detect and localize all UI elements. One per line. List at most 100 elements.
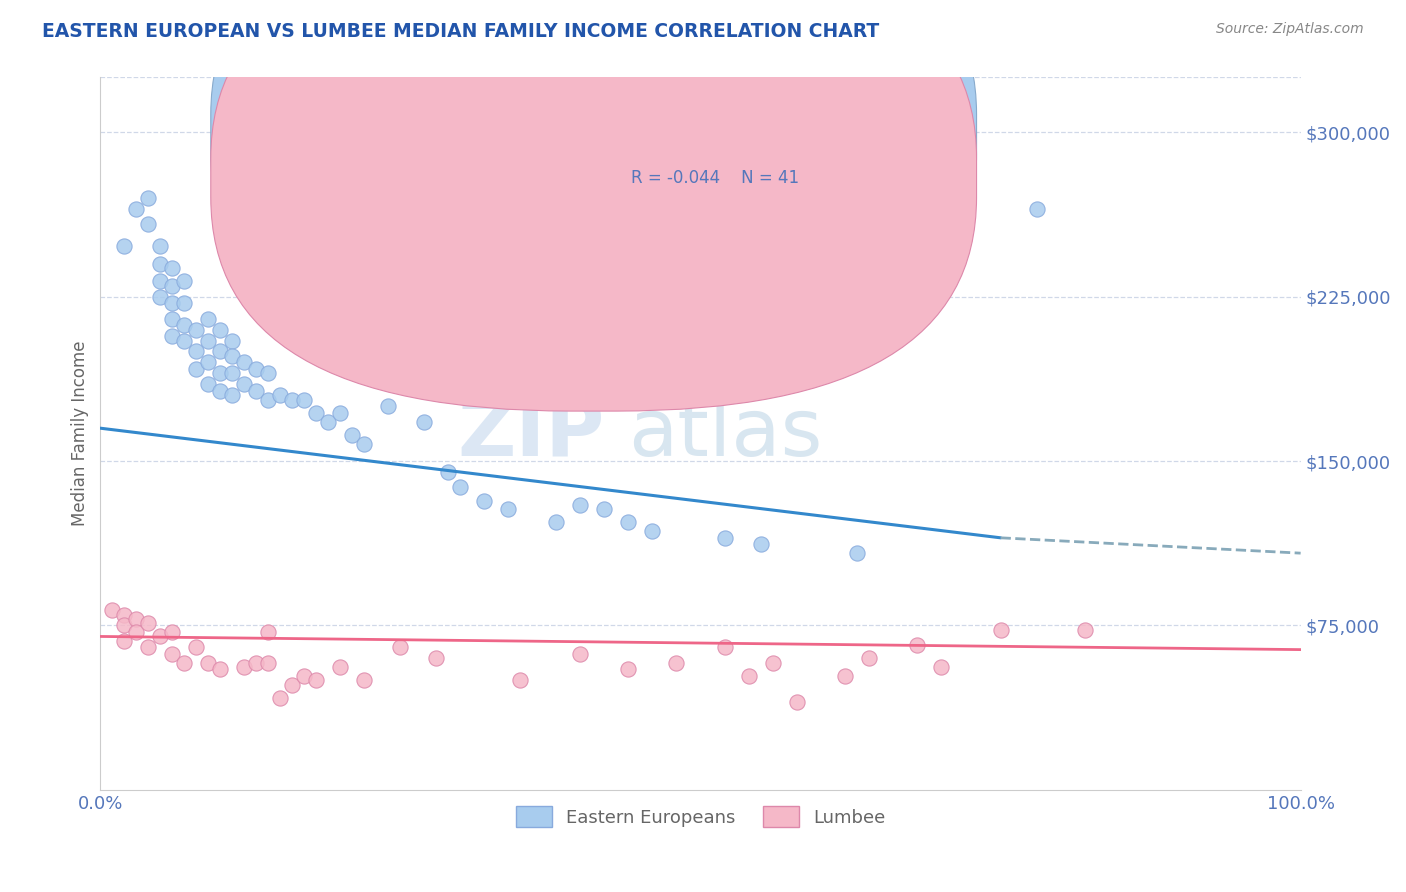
Point — [1073, 623, 1095, 637]
Point — [162, 329, 184, 343]
Point — [617, 662, 640, 676]
Point — [845, 546, 868, 560]
Point — [281, 678, 304, 692]
Point — [162, 278, 184, 293]
Point — [112, 633, 135, 648]
Point — [149, 257, 172, 271]
Y-axis label: Median Family Income: Median Family Income — [72, 341, 89, 526]
Point — [125, 612, 148, 626]
Point — [318, 415, 340, 429]
Point — [173, 656, 195, 670]
Point — [990, 623, 1012, 637]
Point — [509, 673, 531, 688]
Point — [112, 618, 135, 632]
Point — [112, 607, 135, 622]
Point — [474, 493, 496, 508]
Point — [342, 427, 364, 442]
Point — [138, 191, 160, 205]
Point — [786, 695, 808, 709]
Point — [162, 311, 184, 326]
Point — [257, 625, 280, 640]
Point — [173, 274, 195, 288]
Point — [305, 673, 328, 688]
Legend: Eastern Europeans, Lumbee: Eastern Europeans, Lumbee — [509, 799, 893, 834]
Point — [761, 656, 783, 670]
Point — [569, 647, 592, 661]
Point — [858, 651, 880, 665]
Point — [197, 377, 219, 392]
Point — [546, 516, 568, 530]
Point — [162, 261, 184, 276]
Point — [389, 640, 412, 655]
Point — [162, 625, 184, 640]
Point — [353, 436, 375, 450]
Point — [737, 669, 759, 683]
Text: R =  -0.131    N = 61: R = -0.131 N = 61 — [631, 125, 804, 143]
Point — [437, 465, 460, 479]
Point — [221, 334, 243, 348]
Point — [112, 239, 135, 253]
FancyBboxPatch shape — [211, 0, 977, 411]
Point — [197, 355, 219, 369]
Point — [209, 344, 232, 359]
Point — [305, 406, 328, 420]
Point — [269, 388, 291, 402]
Point — [162, 296, 184, 310]
Point — [257, 367, 280, 381]
Point — [641, 524, 664, 539]
Point — [138, 217, 160, 231]
Text: Source: ZipAtlas.com: Source: ZipAtlas.com — [1216, 22, 1364, 37]
FancyBboxPatch shape — [211, 0, 977, 368]
Point — [353, 673, 375, 688]
Point — [173, 296, 195, 310]
Point — [929, 660, 952, 674]
Point — [221, 388, 243, 402]
Point — [905, 638, 928, 652]
Point — [233, 355, 256, 369]
Point — [665, 656, 688, 670]
Point — [294, 669, 316, 683]
Point — [449, 480, 471, 494]
Point — [149, 274, 172, 288]
Point — [377, 399, 399, 413]
FancyBboxPatch shape — [544, 99, 880, 213]
Point — [329, 406, 352, 420]
Point — [713, 531, 735, 545]
Point — [149, 630, 172, 644]
Point — [257, 656, 280, 670]
Point — [617, 516, 640, 530]
Point — [162, 647, 184, 661]
Point — [186, 322, 208, 336]
Point — [593, 502, 616, 516]
Point — [173, 318, 195, 333]
Point — [149, 290, 172, 304]
Point — [221, 349, 243, 363]
Point — [209, 322, 232, 336]
Point — [245, 384, 267, 398]
Point — [138, 616, 160, 631]
Text: R = -0.044    N = 41: R = -0.044 N = 41 — [631, 169, 799, 186]
Point — [101, 603, 124, 617]
Text: atlas: atlas — [628, 394, 823, 473]
Point — [329, 660, 352, 674]
Point — [834, 669, 856, 683]
Point — [281, 392, 304, 407]
Point — [569, 498, 592, 512]
Point — [713, 640, 735, 655]
Point — [498, 502, 520, 516]
Point — [186, 362, 208, 376]
Point — [245, 362, 267, 376]
Point — [245, 656, 267, 670]
Text: EASTERN EUROPEAN VS LUMBEE MEDIAN FAMILY INCOME CORRELATION CHART: EASTERN EUROPEAN VS LUMBEE MEDIAN FAMILY… — [42, 22, 879, 41]
Point — [294, 392, 316, 407]
Point — [425, 651, 447, 665]
Point — [1025, 202, 1047, 216]
Point — [233, 377, 256, 392]
Point — [413, 415, 436, 429]
Point — [138, 640, 160, 655]
Point — [257, 392, 280, 407]
Point — [221, 367, 243, 381]
Text: ZIP: ZIP — [457, 394, 605, 473]
Point — [149, 239, 172, 253]
Point — [209, 367, 232, 381]
